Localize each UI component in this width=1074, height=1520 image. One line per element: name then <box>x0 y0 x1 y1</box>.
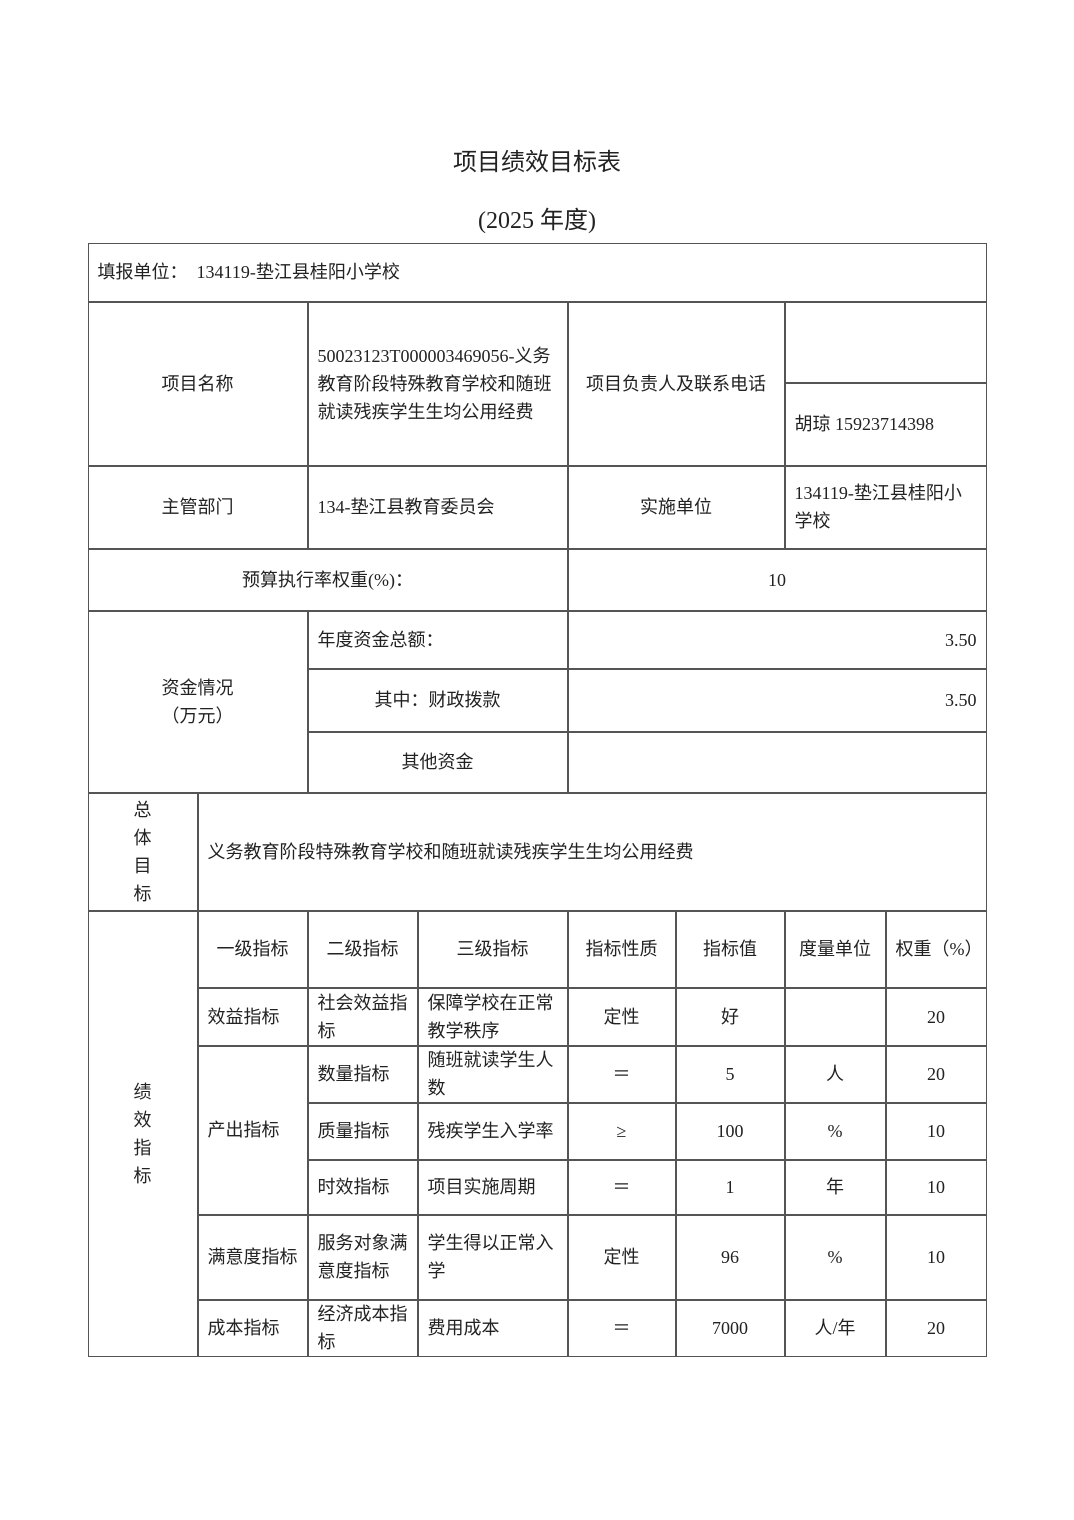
page-subtitle: (2025 年度) <box>478 208 596 234</box>
table-cell-unit: 人 <box>784 1045 886 1103</box>
table-cell-weight: 10 <box>885 1214 987 1300</box>
table-cell-l3: 随班就读学生人数 <box>417 1045 568 1103</box>
level1-cell: 产出指标 <box>197 1045 308 1215</box>
funds-label: 资金情况（万元） <box>87 610 308 793</box>
table-cell-nature: ≥ <box>567 1102 676 1160</box>
table-cell-unit: 年 <box>784 1159 886 1215</box>
table-cell-nature: ＝ <box>567 1299 676 1357</box>
impl: 134119-垫江县桂阳小学校 <box>784 465 987 549</box>
table-cell-nature: ＝ <box>567 1045 676 1103</box>
dept: 134-垫江县教育委员会 <box>307 465 568 549</box>
table-cell-weight: 20 <box>885 1045 987 1103</box>
dept-label: 主管部门 <box>87 465 308 549</box>
table-cell-unit <box>784 987 886 1046</box>
fund-value: 3.50 <box>567 610 987 669</box>
table-cell-l2: 社会效益指标 <box>307 987 418 1046</box>
fund-value: 3.50 <box>567 668 987 732</box>
budget-rate: 10 <box>567 548 987 611</box>
column-header: 指标值 <box>675 910 785 988</box>
table-cell-nature: 定性 <box>567 987 676 1046</box>
column-header: 度量单位 <box>784 910 886 988</box>
table-cell-l2: 时效指标 <box>307 1159 418 1215</box>
table-cell-weight: 10 <box>885 1102 987 1160</box>
column-header: 权重（%） <box>885 910 987 988</box>
table-cell-unit: 人/年 <box>784 1299 886 1357</box>
table-cell-nature: ＝ <box>567 1159 676 1215</box>
table-cell-l3: 保障学校在正常教学秩序 <box>417 987 568 1046</box>
table-cell-value: 好 <box>675 987 785 1046</box>
table-cell-nature: 定性 <box>567 1214 676 1300</box>
table-cell-weight: 20 <box>885 987 987 1046</box>
goal-label: 总体目标 <box>87 792 198 911</box>
level1-cell: 效益指标 <box>197 987 308 1046</box>
budget-rate-label: 预算执行率权重(%)： <box>87 548 568 611</box>
contact: 胡琼 15923714398 <box>784 382 987 466</box>
table-cell-value: 7000 <box>675 1299 785 1357</box>
goal: 义务教育阶段特殊教育学校和随班就读残疾学生生均公用经费 <box>197 792 987 911</box>
column-header: 一级指标 <box>197 910 308 988</box>
contact-label: 项目负责人及联系电话 <box>567 301 785 466</box>
fund-label: 其中：财政拨款 <box>307 668 568 732</box>
table-cell-l3: 费用成本 <box>417 1299 568 1357</box>
table-cell-l2: 经济成本指标 <box>307 1299 418 1357</box>
project-name-label: 项目名称 <box>87 301 308 466</box>
table-cell-l2: 质量指标 <box>307 1102 418 1160</box>
table-cell-value: 5 <box>675 1045 785 1103</box>
table-cell-value: 100 <box>675 1102 785 1160</box>
table-cell-value: 96 <box>675 1214 785 1300</box>
fund-label: 其他资金 <box>307 731 568 793</box>
project-name: 50023123T000003469056-义务教育阶段特殊教育学校和随班就读残… <box>307 301 568 466</box>
fund-label: 年度资金总额： <box>307 610 568 669</box>
perf-label: 绩效指标 <box>87 910 198 1357</box>
level1-cell: 成本指标 <box>197 1299 308 1357</box>
fund-value <box>567 731 987 793</box>
column-header: 指标性质 <box>567 910 676 988</box>
column-header: 三级指标 <box>417 910 568 988</box>
column-header: 二级指标 <box>307 910 418 988</box>
page-title: 项目绩效目标表 <box>453 150 621 176</box>
reporting-unit: 填报单位： 134119-垫江县桂阳小学校 <box>87 242 987 302</box>
table-cell-weight: 20 <box>885 1299 987 1357</box>
table-cell-l2: 数量指标 <box>307 1045 418 1103</box>
table-cell-l3: 项目实施周期 <box>417 1159 568 1215</box>
table-cell-value: 1 <box>675 1159 785 1215</box>
table-cell-unit: % <box>784 1102 886 1160</box>
impl-label: 实施单位 <box>567 465 785 549</box>
table-cell-weight: 10 <box>885 1159 987 1215</box>
table-cell-unit: % <box>784 1214 886 1300</box>
contact-top <box>784 301 987 383</box>
level1-cell: 满意度指标 <box>197 1214 308 1300</box>
table-cell-l3: 残疾学生入学率 <box>417 1102 568 1160</box>
table-cell-l2: 服务对象满意度指标 <box>307 1214 418 1300</box>
table-cell-l3: 学生得以正常入学 <box>417 1214 568 1300</box>
